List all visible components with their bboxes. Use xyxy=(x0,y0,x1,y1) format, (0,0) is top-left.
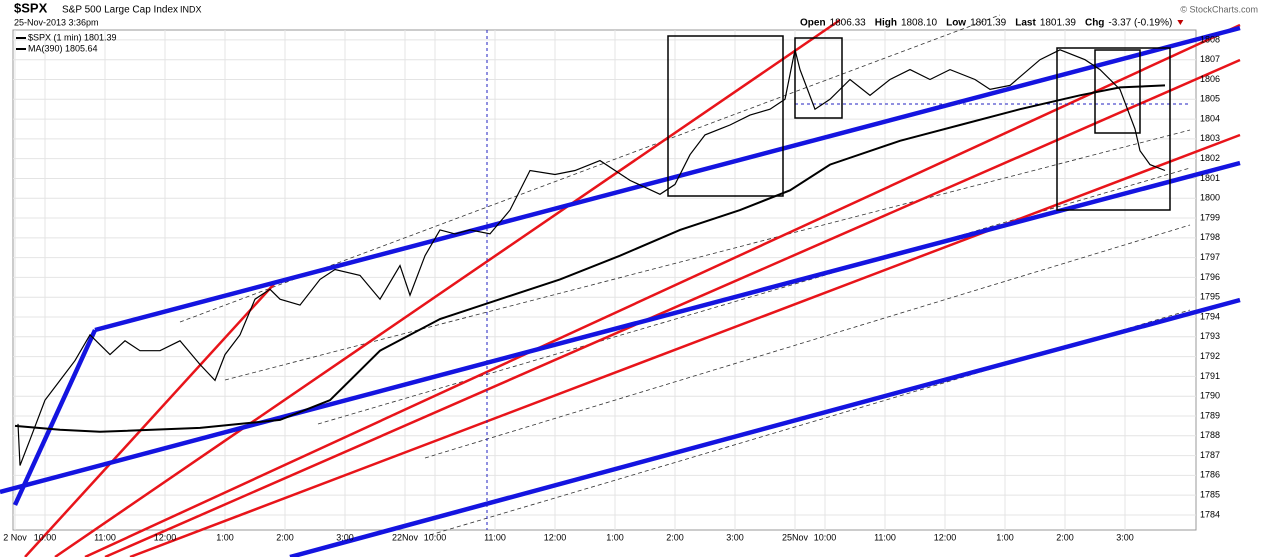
quote-value: 1806.33 xyxy=(830,18,867,29)
box xyxy=(667,35,784,197)
y-tick-label: 1792 xyxy=(1200,351,1220,361)
box xyxy=(794,37,843,119)
box xyxy=(1056,47,1171,211)
channel-line xyxy=(224,129,1191,381)
y-tick-label: 1800 xyxy=(1200,193,1220,203)
channel-line xyxy=(424,224,1191,459)
x-tick-label: 1:00 xyxy=(606,532,624,542)
x-tick-label: 3:00 xyxy=(336,532,354,542)
y-tick-label: 1796 xyxy=(1200,272,1220,282)
blue-trendline xyxy=(289,297,1241,557)
quote-value: 1808.10 xyxy=(901,18,938,29)
quote-value: 1801.39 xyxy=(970,18,1007,29)
x-tick-label: 10:00 xyxy=(34,532,57,542)
x-tick-label: 3:00 xyxy=(726,532,744,542)
legend-label: $SPX (1 min) 1801.39 xyxy=(28,32,117,42)
x-tick-label: 10:00 xyxy=(424,532,447,542)
y-tick-label: 1808 xyxy=(1200,34,1220,44)
x-tick-label: 10:00 xyxy=(814,532,837,542)
x-tick-label: 11:00 xyxy=(484,532,506,542)
exchange: INDX xyxy=(180,4,202,14)
quote-value: -3.37 (-0.19%) xyxy=(1108,18,1172,29)
credit: © StockCharts.com xyxy=(1180,4,1258,14)
quote-label: High xyxy=(875,18,897,29)
y-tick-label: 1801 xyxy=(1200,173,1220,183)
y-tick-label: 1807 xyxy=(1200,54,1220,64)
x-tick-label: 2:00 xyxy=(666,532,684,542)
series-line xyxy=(14,84,1166,433)
down-arrow xyxy=(1177,20,1184,25)
x-tick-label: 2 Nov xyxy=(3,532,27,542)
red-trendline xyxy=(84,23,1241,557)
y-tick-label: 1784 xyxy=(1200,509,1220,519)
trendlines xyxy=(0,14,1241,557)
y-tick-label: 1805 xyxy=(1200,94,1220,104)
y-tick-label: 1803 xyxy=(1200,133,1220,143)
x-tick-label: 11:00 xyxy=(94,532,116,542)
quote-label: Chg xyxy=(1085,18,1104,29)
quote-label: Low xyxy=(946,18,966,29)
y-tick-label: 1798 xyxy=(1200,232,1220,242)
y-tick-label: 1794 xyxy=(1200,311,1220,321)
grid xyxy=(13,30,1196,530)
quote-label: Open xyxy=(800,18,826,29)
red-trendline xyxy=(24,282,276,557)
y-tick-label: 1787 xyxy=(1200,450,1220,460)
y-tick-label: 1788 xyxy=(1200,430,1220,440)
series-line xyxy=(17,49,1166,466)
quote-value: 1801.39 xyxy=(1040,18,1077,29)
y-tick-label: 1806 xyxy=(1200,74,1220,84)
y-tick-label: 1793 xyxy=(1200,331,1220,341)
x-tick-label: 2:00 xyxy=(276,532,294,542)
y-tick-label: 1791 xyxy=(1200,371,1220,381)
red-trendline xyxy=(54,18,841,557)
x-tick-label: 1:00 xyxy=(216,532,234,542)
quote-label: Last xyxy=(1015,18,1036,29)
channel-line xyxy=(179,14,1001,323)
quote: Open 1806.33 High 1808.10 Low 1801.39 Last 1801… xyxy=(800,18,1184,29)
blue-trendline xyxy=(0,160,1241,495)
blue-trendline xyxy=(12,329,98,506)
legend-label: MA(390) 1805.64 xyxy=(28,43,98,53)
x-tick-label: 11:00 xyxy=(874,532,896,542)
x-tick-label: 25Nov xyxy=(782,532,809,542)
channel-line xyxy=(317,167,1191,425)
x-tick-label: 2:00 xyxy=(1056,532,1074,542)
y-tick-label: 1802 xyxy=(1200,153,1220,163)
y-tick-label: 1804 xyxy=(1200,113,1220,123)
x-tick-label: 12:00 xyxy=(544,532,567,542)
symbol: $SPX xyxy=(14,0,48,15)
red-trendline xyxy=(104,58,1241,557)
y-tick-label: 1790 xyxy=(1200,391,1220,401)
date: 25-Nov-2013 3:36pm xyxy=(14,17,99,27)
x-tick-label: 22Nov xyxy=(392,532,419,542)
y-tick-label: 1795 xyxy=(1200,292,1220,302)
subtitle: S&P 500 Large Cap Index xyxy=(62,5,178,16)
x-tick-label: 12:00 xyxy=(154,532,177,542)
x-tick-label: 3:00 xyxy=(1116,532,1134,542)
x-tick-label: 12:00 xyxy=(934,532,957,542)
y-tick-label: 1786 xyxy=(1200,470,1220,480)
y-tick-label: 1785 xyxy=(1200,490,1220,500)
red-trendline xyxy=(129,133,1241,557)
y-tick-label: 1797 xyxy=(1200,252,1220,262)
plot-area xyxy=(12,29,1197,531)
y-tick-label: 1789 xyxy=(1200,410,1220,420)
y-tick-label: 1799 xyxy=(1200,212,1220,222)
x-tick-label: 1:00 xyxy=(996,532,1014,542)
series xyxy=(14,49,1166,466)
